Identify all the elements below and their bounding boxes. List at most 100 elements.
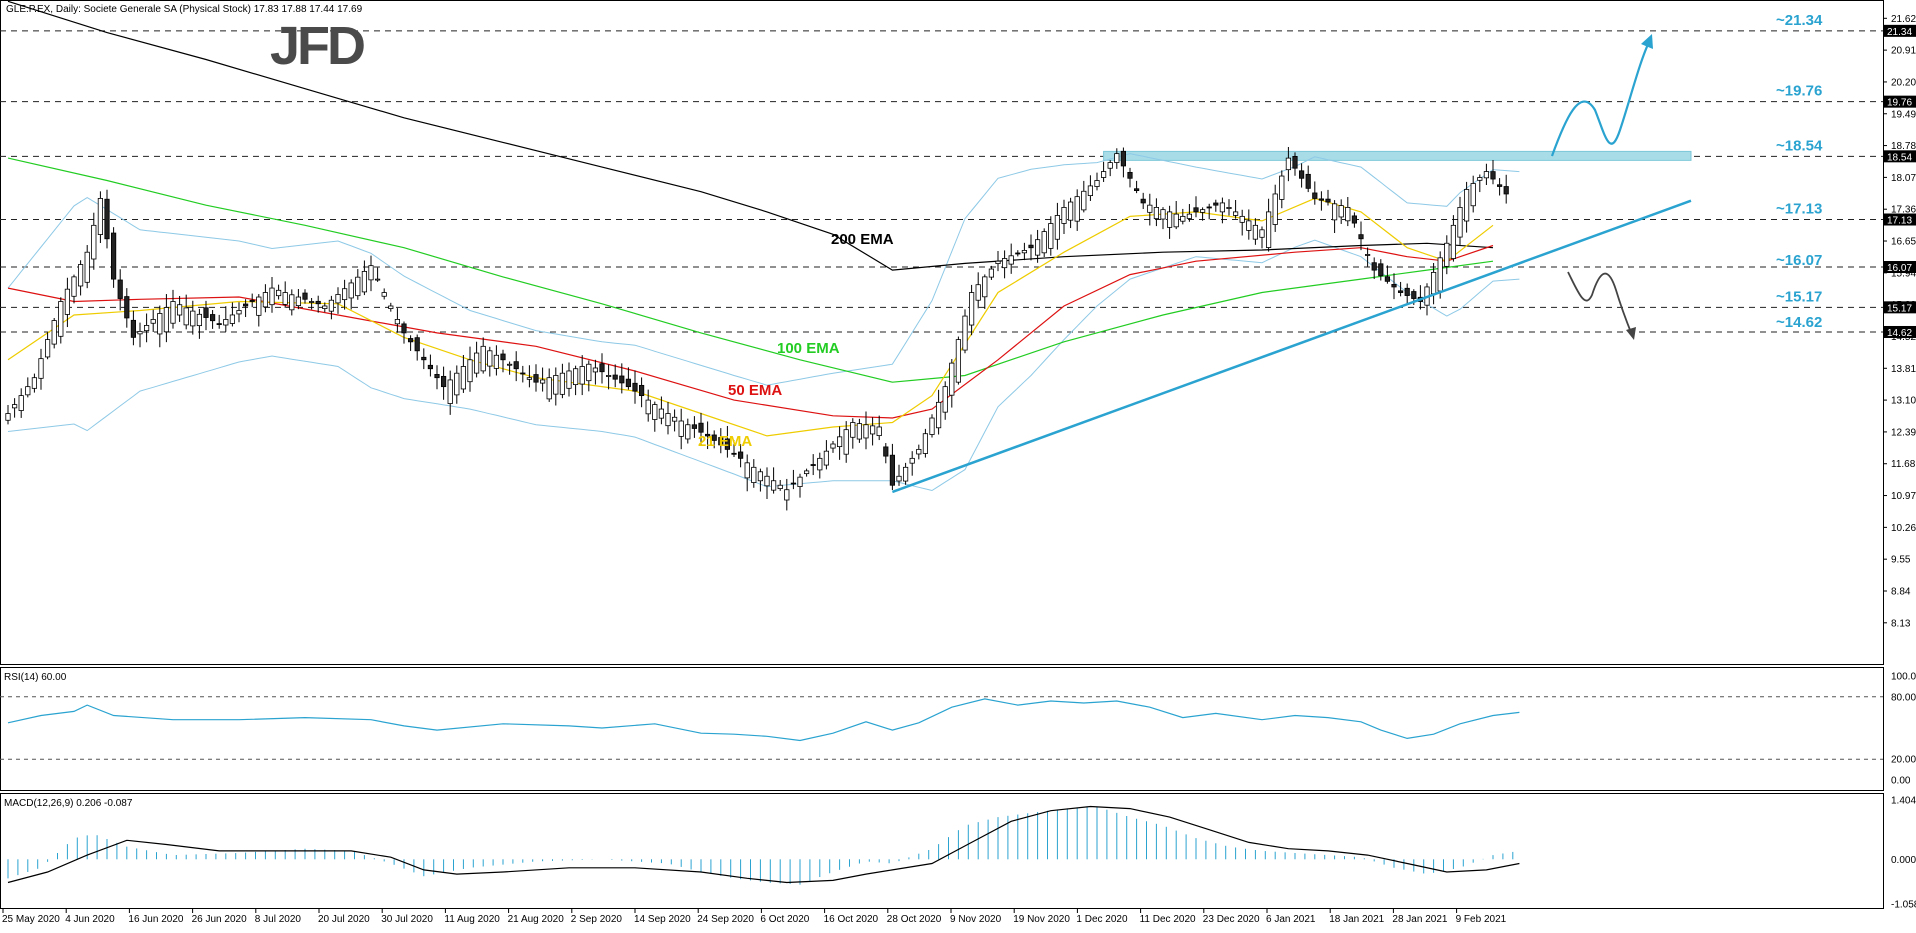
- candle: [718, 428, 724, 454]
- candle: [150, 309, 156, 332]
- candle: [777, 479, 783, 491]
- candle: [341, 279, 348, 310]
- resistance-zone-rect: [1103, 150, 1692, 161]
- candle: [969, 284, 975, 336]
- rsi-tick-label: 20.00: [1891, 755, 1916, 766]
- candle: [1497, 178, 1503, 196]
- rsi-tick-label: 0.00: [1891, 776, 1911, 787]
- level-price-tag: [1884, 150, 1916, 163]
- candle: [84, 245, 90, 289]
- candle: [546, 368, 552, 402]
- candle: [348, 279, 354, 310]
- bullish-arrowhead: [1641, 34, 1653, 49]
- candle: [612, 364, 618, 388]
- candle: [203, 300, 209, 331]
- price-tick-label: 13.10: [1891, 396, 1916, 407]
- candle: [1318, 191, 1324, 211]
- candle: [705, 421, 711, 450]
- candle: [1226, 199, 1232, 216]
- candle: [467, 346, 473, 392]
- time-tick-label: 23 Dec 2020: [1203, 914, 1260, 925]
- level-label: ~21.34: [1776, 12, 1823, 29]
- price-tick-label: 11.68: [1891, 459, 1916, 470]
- level-price-tag-label: 17.13: [1887, 216, 1912, 227]
- trendline: [891, 199, 1692, 494]
- candle: [256, 294, 262, 327]
- candle: [1114, 148, 1120, 169]
- price-axis: 21.62 20.91 20.20 19.49 18.78 18.07 17.36 16.65…: [1883, 14, 1916, 629]
- candle: [658, 396, 665, 425]
- candle: [995, 250, 1001, 272]
- candle: [1312, 181, 1318, 205]
- candle: [830, 441, 836, 453]
- candle: [414, 334, 420, 361]
- candle: [440, 366, 447, 400]
- candle: [606, 364, 612, 390]
- candle: [487, 346, 493, 377]
- symbol-header: GLE.P.EX, Daily: Societe Generale SA (Ph…: [6, 4, 363, 15]
- candle: [361, 260, 368, 296]
- time-tick-label: 14 Sep 2020: [634, 914, 691, 925]
- level-label: ~18.54: [1776, 137, 1823, 154]
- candle: [1470, 175, 1476, 213]
- level-price-tag-label: 15.17: [1887, 303, 1912, 314]
- price-tick-label: 13.81: [1891, 364, 1916, 375]
- candle: [269, 277, 275, 313]
- candle: [652, 401, 658, 432]
- price-tick-label: 16.65: [1891, 237, 1916, 248]
- candle: [698, 412, 704, 446]
- level-price-tag: [1884, 95, 1916, 108]
- candle: [434, 365, 440, 390]
- candlesticks: [5, 146, 1509, 511]
- candle: [1213, 199, 1219, 212]
- support-trendline: [891, 199, 1692, 494]
- candle: [903, 462, 909, 485]
- candle: [480, 337, 486, 374]
- time-tick-label: 16 Oct 2020: [824, 914, 879, 925]
- candle: [1153, 198, 1159, 227]
- candle: [757, 468, 764, 492]
- bearish-arrowhead: [1626, 327, 1636, 340]
- candle: [130, 310, 136, 346]
- candle: [315, 295, 321, 313]
- price-tick-label: 15.94: [1891, 268, 1916, 279]
- time-tick-label: 2 Sep 2020: [571, 914, 623, 925]
- price-tick-label: 9.55: [1891, 555, 1911, 566]
- price-tick-label: 20.20: [1891, 77, 1916, 88]
- candle: [1279, 170, 1285, 209]
- candle: [282, 281, 288, 308]
- time-axis: 25 May 2020 4 Jun 2020 16 Jun 2020 26 Jun 2…: [2, 909, 1507, 925]
- price-tick-label: 8.13: [1891, 618, 1911, 629]
- candle: [1147, 193, 1153, 226]
- candle: [295, 289, 302, 310]
- candle: [1061, 199, 1067, 235]
- candle: [559, 363, 566, 399]
- time-tick-label: 24 Sep 2020: [697, 914, 754, 925]
- price-tick-label: 10.26: [1891, 523, 1916, 534]
- time-tick-label: 4 Jun 2020: [65, 914, 115, 925]
- price-tick-label: 19.49: [1891, 109, 1916, 120]
- candle: [1483, 163, 1489, 186]
- candle: [18, 388, 24, 418]
- candle: [619, 363, 625, 394]
- candle: [394, 308, 401, 333]
- candle: [1477, 174, 1483, 193]
- rsi-indicator: RSI(14) 60.00 100.00 80.00 20.00 0.00: [0, 672, 1916, 787]
- candle: [1292, 152, 1298, 176]
- candle: [1358, 221, 1364, 251]
- level-price-tag-label: 14.62: [1887, 328, 1912, 339]
- candle: [143, 313, 150, 343]
- ema-label: 100 EMA: [777, 340, 840, 357]
- time-tick-label: 28 Jan 2021: [1392, 914, 1447, 925]
- candle: [678, 408, 684, 450]
- level-label: ~15.17: [1776, 288, 1822, 305]
- resistance-zone: [1103, 150, 1692, 161]
- candle: [876, 415, 882, 441]
- candle: [355, 269, 361, 300]
- candle: [97, 191, 103, 243]
- candle: [1074, 189, 1080, 231]
- candle: [196, 308, 202, 339]
- candle: [850, 418, 856, 449]
- candle: [249, 293, 255, 308]
- macd-tick-label: 0.000: [1891, 855, 1916, 866]
